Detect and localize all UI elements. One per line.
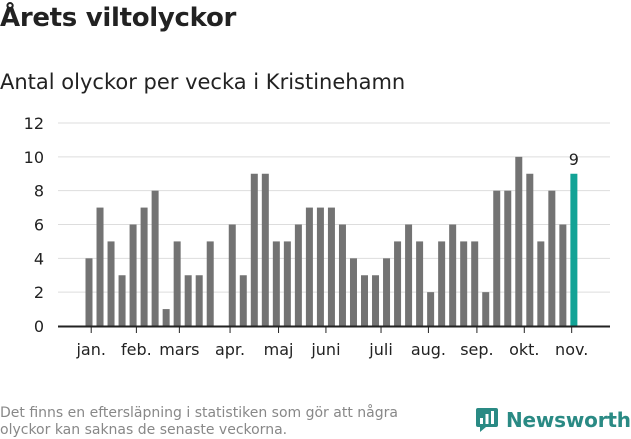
bar (151, 190, 159, 326)
y-tick-label: 12 (24, 114, 44, 133)
bar (283, 241, 291, 326)
bar (405, 224, 413, 326)
bar (449, 224, 457, 326)
bar (460, 241, 468, 326)
bar (515, 156, 523, 326)
bar (438, 241, 446, 326)
bar (338, 224, 346, 326)
y-tick-label: 2 (34, 283, 44, 302)
page-title: Årets viltolyckor (0, 3, 237, 33)
bar (173, 241, 181, 326)
x-tick-label: jan. (75, 340, 105, 359)
data-labels: 9 (569, 150, 579, 169)
bar (361, 275, 368, 326)
bar (305, 207, 313, 326)
bar (195, 275, 203, 326)
bar (162, 309, 170, 326)
x-tick-label: nov. (555, 340, 588, 359)
bar (107, 241, 115, 326)
bar (471, 241, 479, 326)
chart-subtitle: Antal olyckor per vecka i Kristinehamn (0, 70, 406, 94)
bar (482, 292, 490, 326)
bar (559, 224, 567, 326)
bar (228, 224, 236, 326)
x-tick-label: okt. (509, 340, 539, 359)
bar (129, 224, 137, 326)
x-tick-label: apr. (215, 340, 245, 359)
bar-highlight (570, 173, 578, 326)
y-tick-label: 0 (34, 317, 44, 336)
x-tick-label: mars (159, 340, 199, 359)
y-tick-label: 6 (34, 216, 44, 235)
bar (272, 241, 280, 326)
bar (548, 190, 556, 326)
y-tick-label: 8 (34, 182, 44, 201)
bar (504, 190, 512, 326)
bar (427, 292, 435, 326)
x-axis: jan. feb. mars apr. maj juni juli aug. sep. okt. n… (58, 325, 610, 359)
bar (316, 207, 324, 326)
bar-chart: 0 2 4 6 8 10 12 jan. feb. mars apr. maj juni juli aug… (24, 114, 610, 359)
bar (96, 207, 104, 326)
brand-name: Newsworthy (506, 408, 631, 432)
bar (184, 275, 192, 326)
x-tick-label: sep. (460, 340, 493, 359)
bar (416, 241, 424, 326)
bar (383, 258, 391, 326)
x-tick-label: juni (310, 340, 340, 359)
x-tick-label: juli (368, 340, 392, 359)
data-label-last: 9 (569, 150, 579, 169)
footnote: Det finns en eftersläpning i statistiken… (0, 405, 398, 438)
bar (537, 241, 545, 326)
bar (327, 207, 335, 326)
bars (85, 156, 578, 326)
bar (493, 190, 501, 326)
x-tick-label: feb. (121, 340, 152, 359)
bar (526, 173, 534, 326)
bar (261, 173, 269, 326)
newsworthy-logo-icon (476, 408, 498, 432)
bar (394, 241, 402, 326)
bar (206, 241, 214, 326)
y-tick-label: 4 (34, 249, 44, 268)
x-tick-label: maj (264, 340, 294, 359)
bar (239, 275, 247, 326)
bar (140, 207, 148, 326)
brand-logo[interactable]: Newsworthy (476, 408, 631, 432)
x-tick-label: aug. (411, 340, 446, 359)
bar (250, 173, 258, 326)
bar (372, 275, 380, 326)
bar (349, 258, 357, 326)
bar (294, 224, 302, 326)
bar (118, 275, 126, 326)
y-tick-label: 10 (24, 148, 44, 167)
bar (85, 258, 93, 326)
y-axis-ticks: 0 2 4 6 8 10 12 (24, 114, 44, 336)
